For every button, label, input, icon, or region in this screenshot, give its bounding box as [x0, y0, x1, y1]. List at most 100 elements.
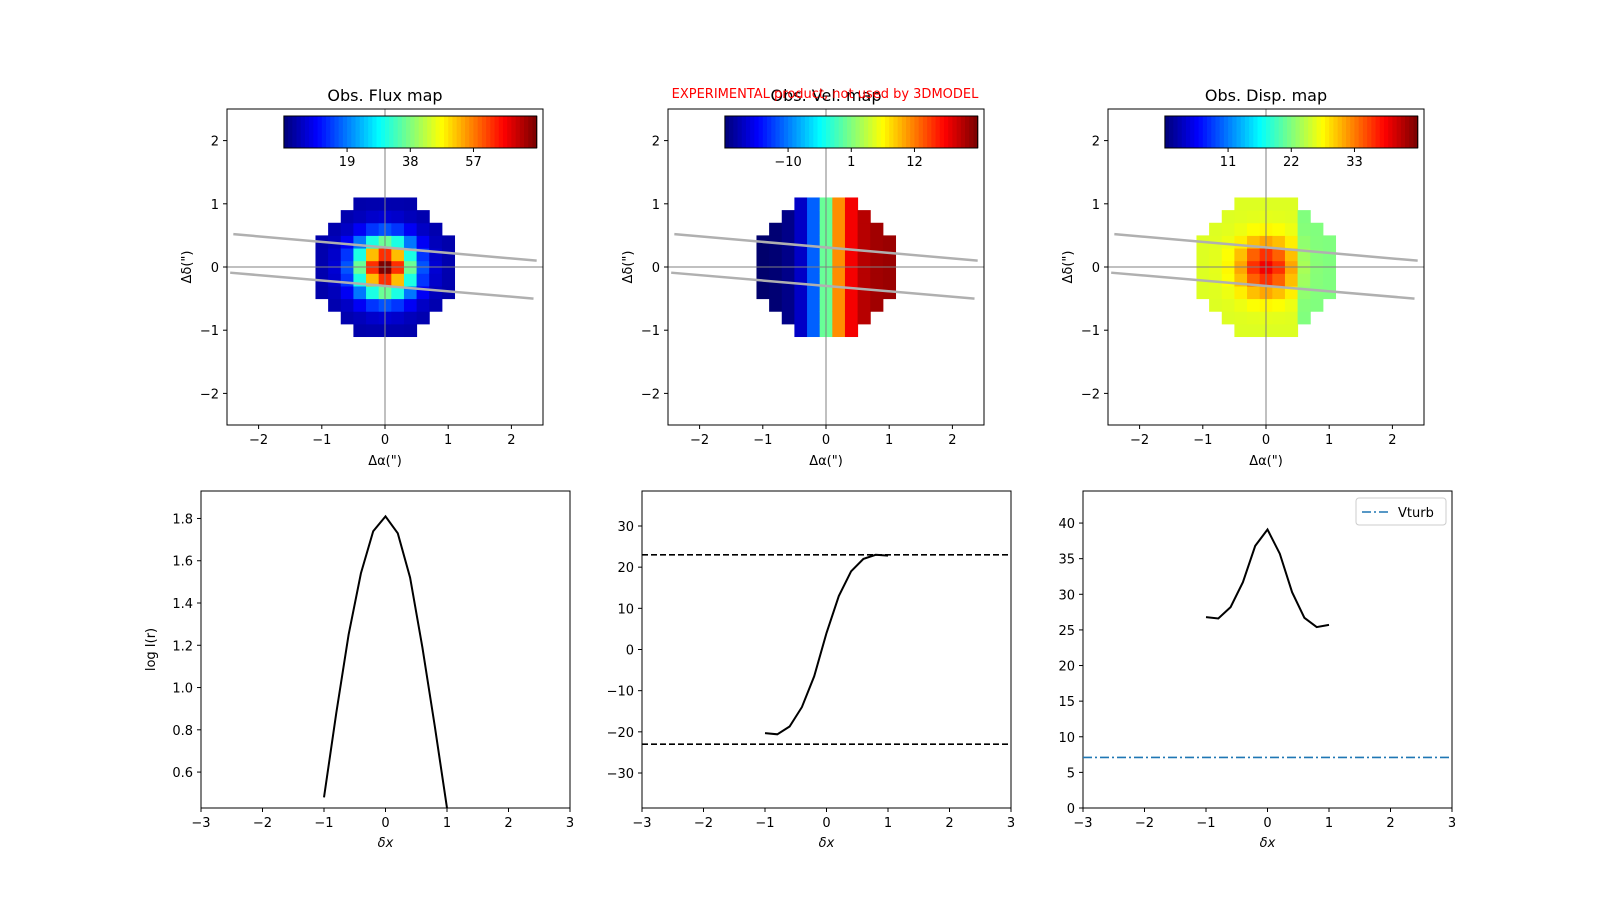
disp_map-title: Obs. Disp. map [1205, 86, 1327, 105]
disp_map-colorbar-segment [1185, 116, 1191, 148]
vel_map-cell [857, 222, 871, 236]
disp_map-colorbar-segment [1198, 116, 1204, 148]
vel_map-colorbar-segment [973, 116, 979, 148]
flux_map-colorbar-segment [507, 116, 512, 148]
flux_map-colorbar-segment [304, 116, 310, 148]
vel_map-colorbar-segment [868, 116, 873, 148]
disp_map-cell [1284, 235, 1299, 249]
vel_map-colorbar-segment [804, 116, 810, 148]
disp_map-colorbar-segment [1202, 116, 1208, 148]
flux_map-cell [429, 298, 443, 312]
flux_map-colorbar-segment [338, 116, 344, 148]
flux_map-cell [403, 298, 418, 312]
vel_map-colorbar-segment [800, 116, 806, 148]
flux_map-colorbar-segment [490, 116, 496, 148]
disp_map-colorbar-segment [1257, 116, 1263, 148]
flux_map-cell [403, 273, 418, 287]
vel_map-cell [882, 248, 897, 262]
vel_map-cell [807, 323, 821, 338]
vel_map-colorbar-segment [969, 116, 975, 148]
disp_map-colorbar-segment [1409, 116, 1415, 148]
disp_map-cell [1284, 298, 1299, 312]
disp_map-cell [1196, 248, 1210, 262]
vel_map-cell [781, 273, 795, 287]
flux_map-cell [391, 273, 405, 287]
vel_profile-series-line [764, 553, 889, 736]
disp_map-colorbar-segment [1177, 116, 1183, 148]
disp_map-colorbar-segment [1396, 116, 1402, 148]
vel_map-cell [769, 248, 783, 262]
disp_map-colorbar-segment [1282, 116, 1288, 148]
vel_map-cell [870, 273, 884, 287]
disp_profile-y-tick-label: 20 [1058, 660, 1075, 675]
vel_map-colorbar-tick-label: 1 [847, 155, 855, 170]
flux_map-colorbar-segment [477, 116, 483, 148]
disp_map-colorbar-segment [1270, 116, 1276, 148]
flux_map-colorbar-segment [309, 116, 314, 148]
vel_map-colorbar-segment [733, 116, 739, 148]
vel_map-cell [844, 323, 859, 338]
disp_map-cell [1221, 298, 1235, 312]
flux_map-x-tick-label: 1 [444, 433, 452, 448]
flux_map-cell [328, 222, 342, 236]
flux_map-colorbar-segment [469, 116, 475, 148]
disp_map-cell [1221, 273, 1235, 287]
flux_map-x-tick-label: −2 [249, 433, 268, 448]
disp_map-colorbar-segment [1287, 116, 1292, 148]
disp_profile-x-tick-label: −2 [1135, 816, 1154, 831]
flux_map-colorbar-segment [321, 116, 327, 148]
vel_map-cell [781, 285, 795, 300]
disp_map-colorbar-segment [1383, 116, 1389, 148]
flux_map-colorbar-segment [351, 116, 357, 148]
flux_map-slit-lower [230, 271, 534, 300]
vel_profile-x-tick-label: −1 [755, 816, 774, 831]
flux_map-colorbar-tick-label: 19 [339, 155, 356, 170]
disp_map-cell [1234, 197, 1248, 211]
vel_profile-y-tick-label: −10 [607, 685, 634, 700]
flux_map-cell [441, 248, 456, 262]
flux_map-cell [353, 210, 367, 224]
vel_map-cell [756, 285, 770, 300]
vel_map-cell [870, 285, 884, 300]
disp_map-colorbar-segment [1236, 116, 1242, 148]
disp_map-colorbar-segment [1320, 116, 1326, 148]
disp_map-cell [1221, 285, 1235, 300]
disp_profile-series-line [1205, 527, 1330, 629]
flux_profile-x-tick-label: −3 [191, 816, 210, 831]
flux_map-cell [403, 222, 418, 236]
vel_map-cell [807, 248, 821, 262]
disp_map-colorbar-segment [1240, 116, 1246, 148]
disp_map-cell [1234, 298, 1248, 312]
vel_map-cell [781, 235, 795, 249]
vel_map-cell [844, 235, 859, 249]
vel_map-cell [832, 323, 846, 338]
flux_map-cell [353, 323, 367, 338]
disp_map-colorbar-tick-label: 22 [1283, 155, 1300, 170]
disp_map-cell [1247, 248, 1261, 262]
vel_map-colorbar-segment [821, 116, 827, 148]
flux_map-cell [366, 323, 380, 338]
flux_map-colorbar-segment [376, 116, 382, 148]
flux_map-colorbar-segment [473, 116, 479, 148]
flux_profile-x-tick-label: −1 [314, 816, 333, 831]
flux_map-x-tick-label: −1 [312, 433, 331, 448]
flux_map-cell [416, 210, 430, 224]
vel_map-colorbar-segment [918, 116, 924, 148]
vel_map-cell [794, 323, 808, 338]
disp_map-colorbar-segment [1232, 116, 1238, 148]
vel_map-colorbar-segment [826, 116, 831, 148]
vel_map-cell [870, 235, 884, 249]
disp_profile-legend-box [1355, 497, 1447, 526]
disp_map-colorbar-segment [1379, 116, 1385, 148]
vel_map-colorbar-segment [889, 116, 895, 148]
disp_map-colorbar-segment [1164, 116, 1170, 148]
flux_map-cell [353, 311, 367, 325]
disp_map-cell [1209, 222, 1223, 236]
disp_map-cell [1221, 311, 1235, 325]
disp_map-colorbar-tick-label: 33 [1346, 155, 1363, 170]
disp_map-cell [1322, 235, 1337, 249]
vel_map-colorbar-segment [893, 116, 899, 148]
disp_map-cell [1322, 248, 1337, 262]
disp_profile-x-tick-label: 3 [1448, 816, 1456, 831]
disp_map-colorbar-segment [1413, 116, 1419, 148]
